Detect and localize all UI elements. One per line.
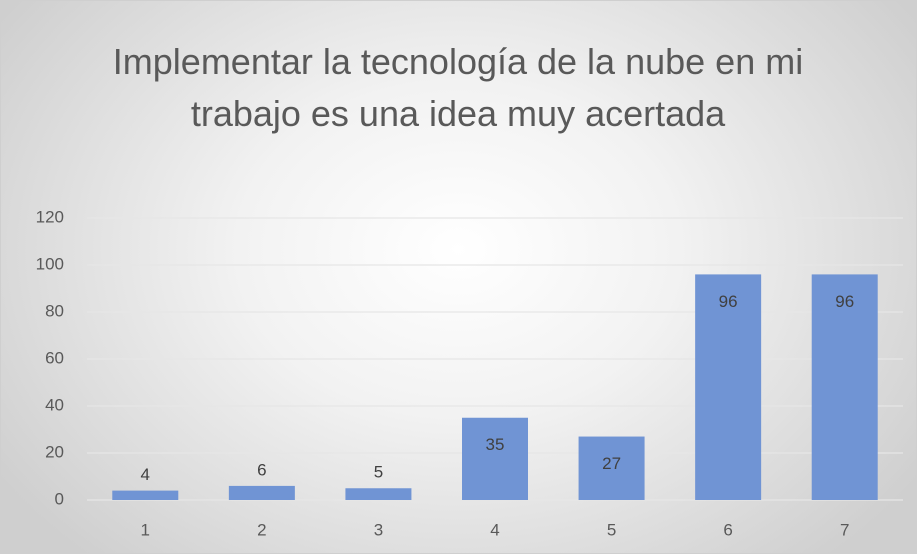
y-tick-label: 120	[36, 207, 64, 226]
y-tick-label: 0	[55, 489, 64, 508]
y-tick-label: 60	[45, 348, 64, 367]
bar	[462, 417, 528, 500]
data-label: 35	[486, 435, 505, 454]
bar	[811, 274, 878, 500]
x-tick-label: 6	[723, 520, 732, 539]
y-tick-label: 40	[45, 395, 64, 414]
y-tick-label: 100	[36, 254, 64, 273]
data-label: 27	[602, 454, 621, 473]
data-label: 6	[257, 460, 266, 479]
y-tick-label: 20	[45, 442, 64, 461]
data-label: 5	[374, 463, 383, 482]
data-label: 96	[719, 292, 738, 311]
bar	[695, 274, 762, 500]
x-tick-label: 4	[490, 520, 499, 539]
bar	[228, 485, 295, 500]
chart-title: Implementar la tecnología de la nube en …	[112, 41, 804, 134]
y-tick-label: 80	[45, 301, 64, 320]
bar	[578, 436, 645, 500]
x-tick-label: 1	[141, 520, 150, 539]
data-label: 4	[141, 465, 150, 484]
x-tick-label: 7	[840, 520, 849, 539]
bar	[112, 490, 179, 500]
x-tick-label: 5	[607, 520, 616, 539]
bar	[345, 488, 412, 500]
x-tick-label: 2	[257, 520, 266, 539]
x-tick-label: 3	[374, 520, 383, 539]
data-label: 96	[835, 292, 854, 311]
